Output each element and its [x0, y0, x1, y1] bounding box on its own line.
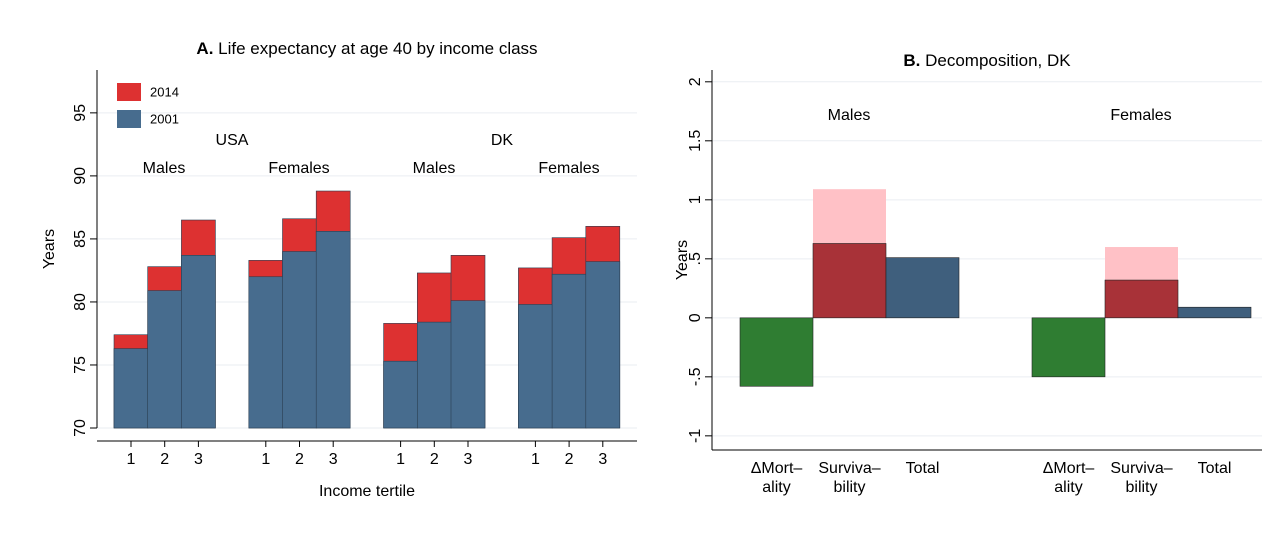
y-tick-label: 1: [687, 195, 704, 204]
chart-title: A. Life expectancy at age 40 by income c…: [196, 39, 537, 58]
legend-swatch: [117, 110, 141, 128]
bar: [416, 321, 452, 429]
title-text: Life expectancy at age 40 by income clas…: [218, 39, 537, 58]
bar: [248, 276, 284, 429]
chart-title: B. Decomposition, DK: [903, 51, 1071, 70]
legend-swatch: [117, 83, 141, 101]
bar: [282, 251, 317, 429]
bar: [585, 261, 621, 429]
x-tick-label: 3: [194, 451, 203, 468]
bar: [1104, 279, 1179, 319]
y-tick-label: 70: [72, 419, 89, 437]
x-tick-label: Surviva–: [818, 460, 880, 477]
y-tick-label: 90: [72, 167, 89, 185]
bar: [1177, 306, 1252, 319]
x-tick-label: 2: [430, 451, 439, 468]
x-tick-label: 3: [329, 451, 338, 468]
y-tick-label: 2: [687, 77, 704, 86]
x-tick-label: 2: [160, 451, 169, 468]
x-tick-label: 2: [295, 451, 304, 468]
bar: [181, 255, 216, 429]
annotation: Males: [143, 160, 186, 177]
y-tick-label: 95: [72, 104, 89, 122]
annotation: Females: [268, 160, 329, 177]
x-tick-label: 3: [464, 451, 473, 468]
bar: [383, 360, 418, 429]
annotation: Males: [413, 160, 456, 177]
x-tick-label: 1: [396, 451, 405, 468]
x-tick-label: 1: [531, 451, 540, 468]
x-tick-label: ΔMort–: [751, 460, 803, 477]
legend-label: 2014: [150, 84, 179, 99]
x-tick-label: ΔMort–: [1043, 460, 1095, 477]
bar: [450, 300, 486, 429]
bar: [518, 304, 553, 429]
x-tick-label: ality: [1054, 479, 1082, 496]
x-tick-label: ality: [762, 479, 790, 496]
x-tick-label: Total: [906, 460, 940, 477]
y-tick-label: .5: [687, 252, 704, 265]
title-prefix: A.: [196, 39, 213, 58]
y-axis-label: Years: [674, 240, 691, 280]
x-tick-label: Surviva–: [1110, 460, 1172, 477]
y-tick-label: -.5: [687, 367, 704, 386]
bar: [315, 231, 351, 429]
title-text: Decomposition, DK: [925, 51, 1071, 70]
x-tick-label: 2: [565, 451, 574, 468]
x-tick-label: 1: [127, 451, 136, 468]
annotation: DK: [491, 132, 514, 149]
annotation: USA: [216, 132, 249, 149]
y-tick-label: -1: [687, 429, 704, 443]
annotation: Females: [538, 160, 599, 177]
bar: [885, 257, 960, 319]
annotation: Males: [828, 107, 871, 124]
y-tick-label: 80: [72, 293, 89, 311]
x-tick-label: bility: [833, 479, 865, 496]
x-tick-label: Total: [1198, 460, 1232, 477]
x-axis-label: Income tertile: [319, 483, 415, 500]
x-tick-label: 3: [598, 451, 607, 468]
y-tick-label: 1.5: [687, 130, 704, 152]
y-tick-label: 85: [72, 230, 89, 248]
y-tick-label: 75: [72, 356, 89, 374]
legend-label: 2001: [150, 111, 179, 126]
bar: [812, 243, 887, 319]
bar: [147, 290, 182, 429]
annotation: Females: [1110, 107, 1171, 124]
bar: [1031, 317, 1106, 378]
x-tick-label: bility: [1125, 479, 1157, 496]
x-tick-label: 1: [261, 451, 270, 468]
bar: [739, 317, 814, 387]
bar: [113, 348, 149, 429]
y-axis-label: Years: [41, 229, 58, 269]
y-tick-label: 0: [687, 313, 704, 322]
title-prefix: B.: [903, 51, 920, 70]
bar: [551, 273, 587, 429]
